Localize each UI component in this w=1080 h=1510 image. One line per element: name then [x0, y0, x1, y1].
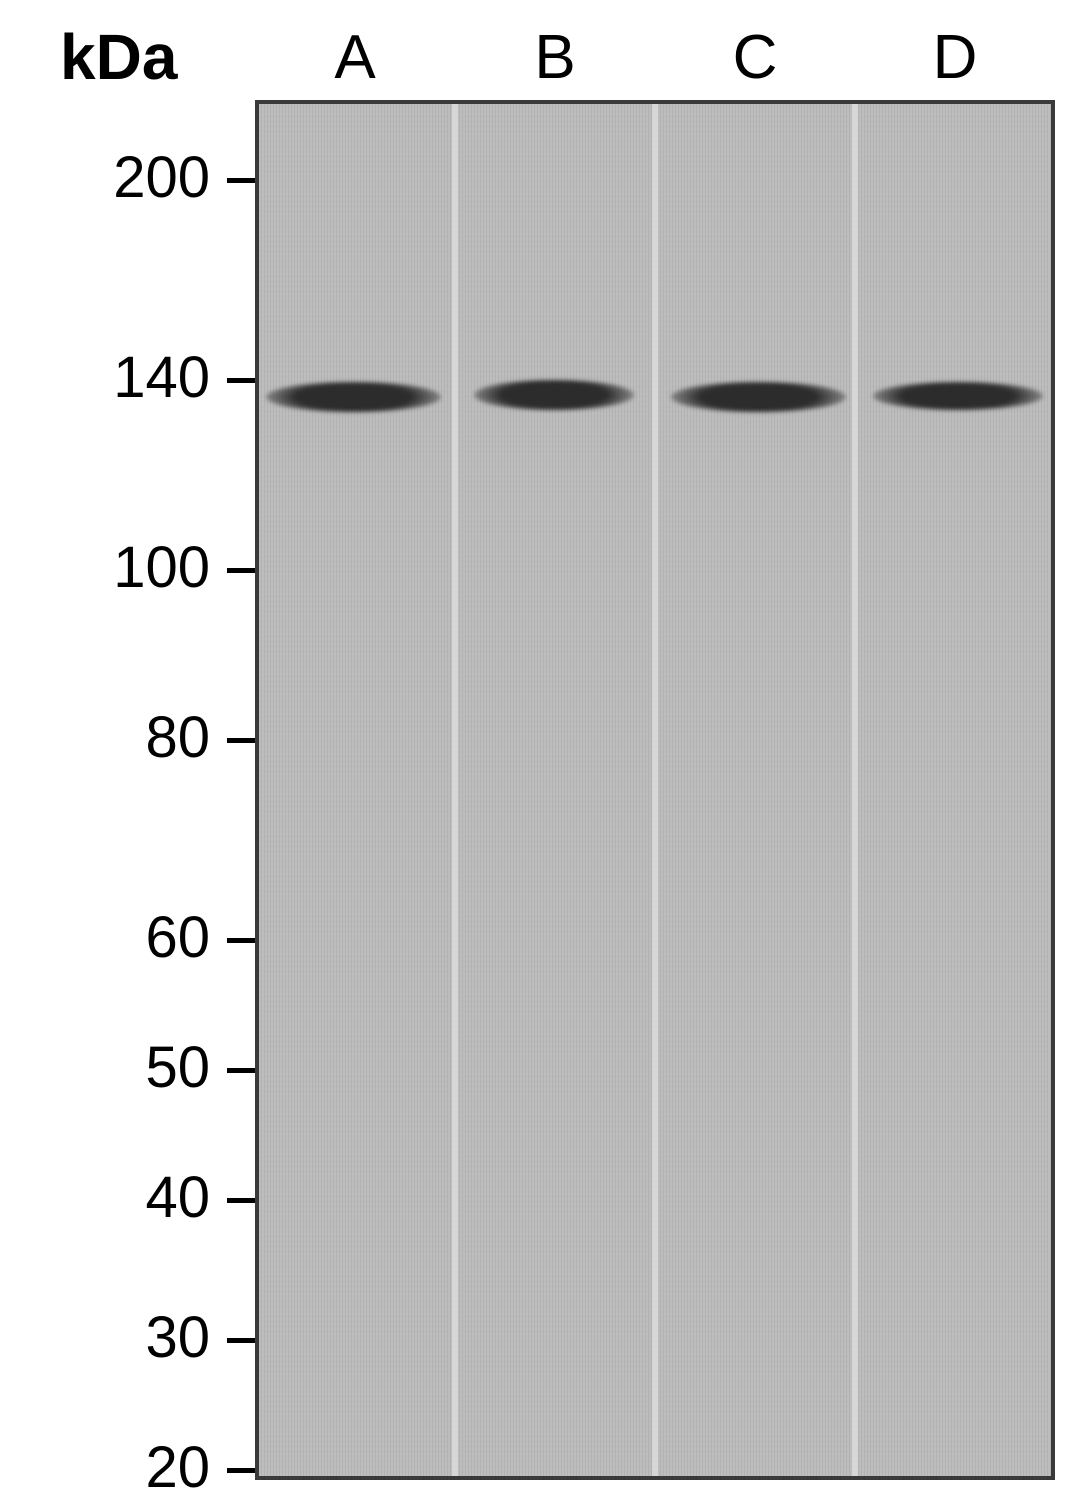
lane-separator: [652, 104, 658, 1476]
protein-band: [671, 382, 846, 412]
protein-band: [266, 382, 441, 412]
lane-separator: [452, 104, 458, 1476]
protein-band: [873, 382, 1043, 410]
y-tick-mark: [227, 378, 255, 383]
y-tick-mark: [227, 568, 255, 573]
y-tick-label: 30: [50, 1304, 210, 1371]
y-tick-label: 100: [50, 534, 210, 601]
y-tick-mark: [227, 1068, 255, 1073]
y-tick-mark: [227, 178, 255, 183]
lane-label: A: [295, 22, 415, 93]
y-tick-label: 20: [50, 1434, 210, 1501]
y-tick-mark: [227, 738, 255, 743]
y-tick-label: 200: [50, 144, 210, 211]
lane-label: D: [895, 22, 1015, 93]
y-tick-mark: [227, 938, 255, 943]
y-tick-label: 140: [50, 344, 210, 411]
y-tick-label: 50: [50, 1034, 210, 1101]
y-tick-mark: [227, 1468, 255, 1473]
y-tick-label: 40: [50, 1164, 210, 1231]
y-tick-label: 60: [50, 904, 210, 971]
y-tick-mark: [227, 1198, 255, 1203]
y-tick-mark: [227, 1338, 255, 1343]
lane-label: B: [495, 22, 615, 93]
western-blot-figure: kDa 200 140 100 80 60 50 40 30 20 A B C D: [0, 0, 1080, 1510]
protein-band: [474, 380, 634, 410]
y-tick-label: 80: [50, 704, 210, 771]
lane-label: C: [695, 22, 815, 93]
lane-separator: [852, 104, 858, 1476]
y-axis-title: kDa: [60, 20, 177, 94]
